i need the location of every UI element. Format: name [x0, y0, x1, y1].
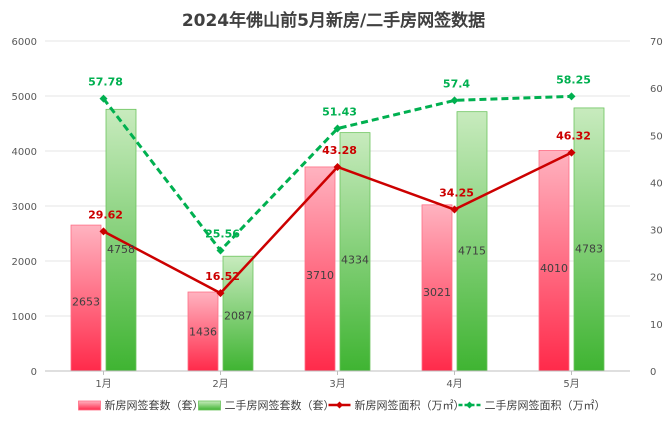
- y2-axis-tick-label: 0: [650, 367, 656, 378]
- new-house-bar-label: 4010: [540, 262, 568, 275]
- y2-axis-tick-label: 30: [650, 226, 663, 237]
- legend-swatch: [78, 400, 101, 411]
- second-hand-bar: [339, 132, 371, 372]
- new-house-area-label: 43.28: [322, 144, 357, 157]
- second-hand-area-label: 25.56: [205, 228, 240, 241]
- y2-axis-tick-label: 50: [650, 131, 663, 142]
- new-house-area-label: 34.25: [439, 187, 474, 200]
- y-axis-tick-label: 5000: [12, 92, 37, 103]
- new-house-area-point: [450, 205, 459, 214]
- second-hand-bar-label: 4715: [458, 244, 486, 257]
- second-hand-area-label: 57.78: [88, 76, 123, 89]
- new-house-bar: [187, 291, 219, 372]
- y-axis-tick-label: 4000: [12, 147, 37, 158]
- y-axis-tick-label: 3000: [12, 202, 37, 213]
- new-house-area-point: [216, 289, 225, 298]
- legend-label: 新房网签面积（万㎡）: [355, 398, 465, 412]
- new-house-bar: [304, 166, 336, 372]
- x-axis-tick-label: 5月: [563, 378, 579, 390]
- legend-item: 二手房网签面积（万㎡）: [458, 398, 606, 412]
- new-house-area-label: 16.52: [205, 270, 240, 283]
- legend-marker: [466, 401, 473, 409]
- legend-swatch: [198, 400, 221, 411]
- second-hand-area-point: [333, 124, 342, 133]
- new-house-bar-label: 3021: [423, 286, 451, 299]
- legend-label: 二手房网签套数（套）: [225, 398, 335, 412]
- y2-axis-tick-label: 40: [650, 178, 663, 189]
- y-axis-tick-label: 1000: [12, 312, 37, 323]
- new-house-area-point: [333, 162, 342, 171]
- y-axis-tick-label: 6000: [12, 37, 37, 48]
- second-hand-area-line: [102, 94, 572, 253]
- new-house-bar-label: 3710: [306, 269, 334, 282]
- y2-axis-tick-label: 70: [650, 37, 663, 48]
- second-hand-bar-label: 4783: [575, 243, 603, 256]
- new-house-area-label: 29.62: [88, 208, 123, 221]
- second-hand-area-point: [567, 92, 576, 101]
- x-axis-tick-label: 3月: [329, 378, 345, 390]
- second-hand-area-label: 57.4: [443, 77, 470, 90]
- second-hand-bar-label: 2087: [224, 309, 252, 322]
- second-hand-bar-label: 4334: [341, 254, 369, 267]
- y2-axis-tick-label: 10: [650, 320, 663, 331]
- new-house-area-point: [567, 148, 576, 157]
- second-hand-bar: [456, 111, 488, 372]
- x-axis-tick-label: 1月: [95, 378, 111, 390]
- second-hand-area-point: [99, 94, 108, 103]
- x-axis-tick-label: 4月: [446, 378, 462, 390]
- new-house-bar: [421, 204, 453, 372]
- chart-title: 2024年佛山前5月新房/二手房网签数据: [181, 11, 486, 31]
- second-hand-area-label: 58.25: [556, 73, 591, 86]
- second-hand-bar: [573, 107, 605, 372]
- new-house-bar: [538, 150, 570, 372]
- legend-item: 二手房网签套数（套）: [198, 398, 335, 412]
- y2-axis-tick-label: 20: [650, 273, 663, 284]
- legend-label: 新房网签套数（套）: [105, 398, 204, 412]
- new-house-area-line: [102, 151, 573, 295]
- new-house-area-label: 46.32: [556, 130, 591, 143]
- legend-item: 新房网签面积（万㎡）: [328, 398, 465, 412]
- second-hand-bar-label: 4758: [107, 243, 135, 256]
- second-hand-area-point: [450, 96, 459, 105]
- legend-marker: [336, 401, 343, 409]
- new-house-bar-label: 2653: [72, 295, 100, 308]
- y-axis-tick-label: 0: [31, 367, 37, 378]
- legend-item: 新房网签套数（套）: [78, 398, 204, 412]
- y2-axis-tick-label: 60: [650, 84, 663, 95]
- new-house-area-point: [99, 227, 108, 236]
- second-hand-area-label: 51.43: [322, 106, 357, 119]
- new-house-bar-label: 1436: [189, 325, 217, 338]
- y-axis-tick-label: 2000: [12, 257, 37, 268]
- x-axis-tick-label: 2月: [212, 378, 228, 390]
- legend-label: 二手房网签面积（万㎡）: [485, 398, 606, 412]
- second-hand-area-point: [216, 246, 225, 255]
